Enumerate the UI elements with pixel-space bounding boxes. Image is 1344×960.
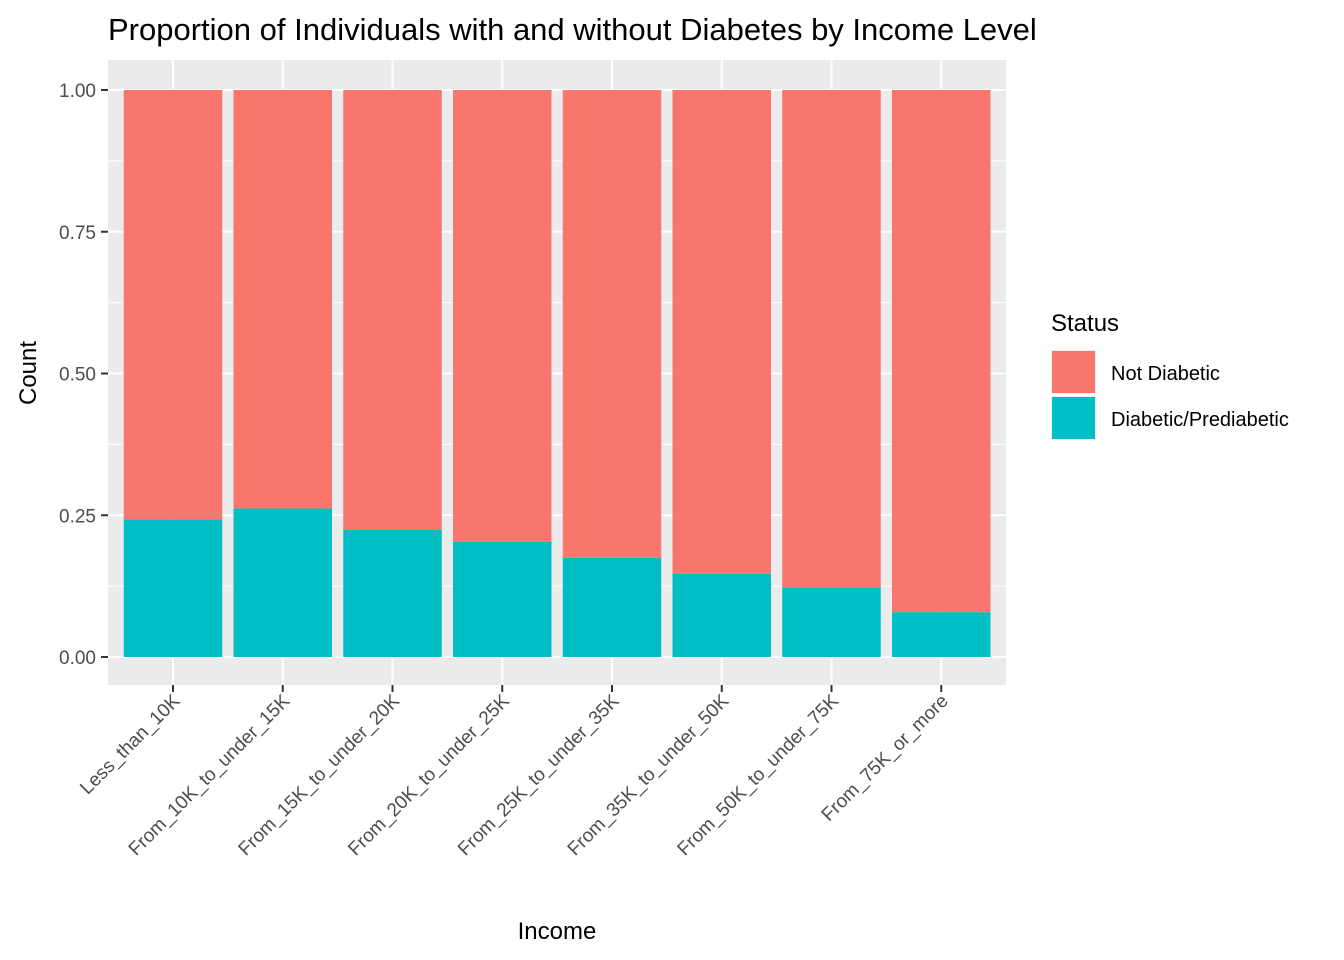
x-tick-label: From_75K_or_more [818, 691, 953, 826]
x-tick-label: Less_than_10K [76, 690, 184, 798]
x-axis: Less_than_10KFrom_10K_to_under_15KFrom_1… [76, 685, 953, 860]
y-axis-title: Count [15, 341, 42, 405]
bar-not-diabetic [233, 90, 332, 509]
bar-diabetic-prediabetic [453, 541, 552, 657]
bar-not-diabetic [123, 90, 223, 520]
bar-diabetic-prediabetic [562, 557, 662, 657]
bar-diabetic-prediabetic [672, 573, 771, 657]
y-tick-label: 0.00 [59, 648, 96, 669]
bar-diabetic-prediabetic [233, 508, 332, 657]
legend-swatch [1052, 397, 1095, 439]
legend: Status Not Diabetic Diabetic/Prediabetic [1051, 310, 1289, 440]
bar-diabetic-prediabetic [343, 529, 442, 657]
bars [123, 90, 991, 657]
bar-diabetic-prediabetic [123, 519, 223, 657]
bar-not-diabetic [672, 90, 771, 574]
bar-not-diabetic [782, 90, 881, 588]
y-tick-label: 1.00 [59, 81, 96, 102]
legend-label: Diabetic/Prediabetic [1111, 409, 1289, 431]
bar-not-diabetic [892, 90, 991, 613]
bar-diabetic-prediabetic [892, 612, 991, 657]
x-axis-title: Income [518, 918, 597, 945]
y-tick-label: 0.25 [59, 506, 96, 527]
y-axis: 0.00 0.25 0.50 0.75 1.00 [59, 81, 108, 669]
legend-title: Status [1051, 310, 1119, 337]
bar-not-diabetic [562, 90, 662, 558]
bar-not-diabetic [343, 90, 442, 530]
bar-diabetic-prediabetic [782, 587, 881, 657]
legend-swatch [1052, 351, 1095, 393]
legend-label: Not Diabetic [1111, 363, 1220, 385]
y-tick-label: 0.50 [59, 365, 96, 386]
bar-not-diabetic [453, 90, 552, 542]
chart-title: Proportion of Individuals with and witho… [108, 12, 1037, 47]
y-tick-label: 0.75 [59, 223, 96, 244]
